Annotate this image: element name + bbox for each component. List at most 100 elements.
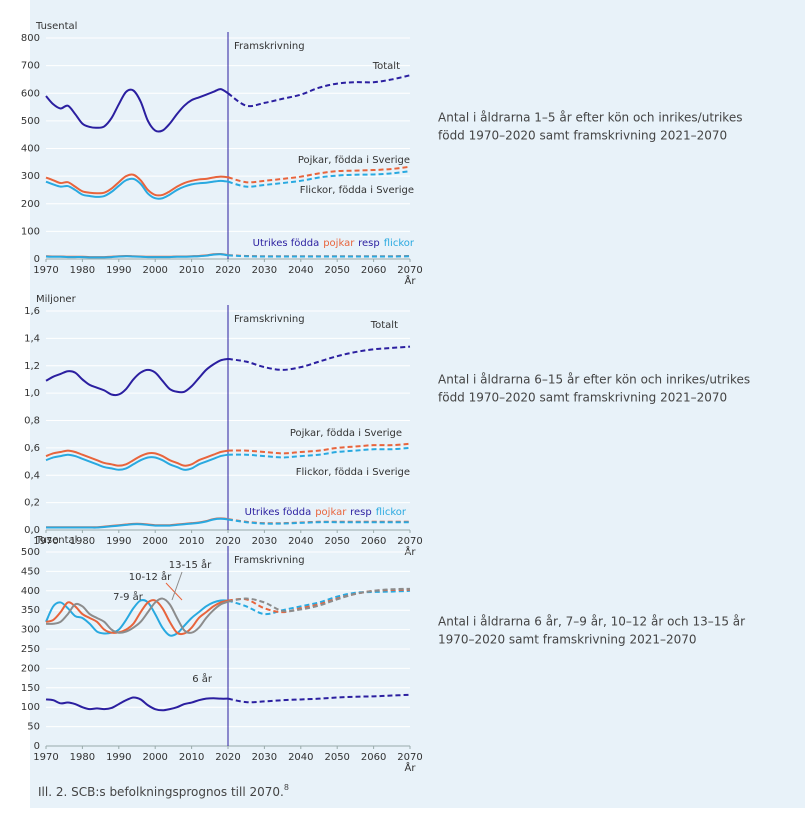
series-label: Pojkar, födda i Sverige	[290, 428, 402, 439]
panel-background	[30, 0, 805, 808]
x-tick-label: 2010	[179, 752, 204, 763]
label-part: flickor	[376, 507, 407, 518]
series-label: Flickor, födda i Sverige	[296, 467, 410, 478]
x-tick-label: 2060	[361, 536, 386, 547]
y-tick-label: 700	[21, 61, 40, 72]
series-line	[45, 449, 229, 467]
x-tick-label: 2040	[288, 752, 313, 763]
caption-text: Ill. 2. SCB:s befolkningsprognos till 20…	[38, 785, 284, 799]
description: född 1970–2020 samt framskrivning 2021–2…	[438, 129, 727, 143]
x-tick-label: 2020	[215, 752, 240, 763]
y-tick-label: 450	[21, 566, 40, 577]
x-tick-label: 2030	[252, 265, 277, 276]
y-tick-label: 1,4	[24, 333, 40, 344]
y-tick-label: 500	[21, 547, 40, 558]
series-line-projection	[227, 589, 411, 616]
x-tick-label: 1980	[70, 752, 95, 763]
x-tick-label: 1970	[33, 536, 58, 547]
x-tick-label: 2000	[142, 536, 167, 547]
series-line-projection	[227, 170, 411, 188]
description: 1970–2020 samt framskrivning 2021–2070	[438, 633, 697, 647]
y-tick-label: 0,0	[24, 525, 40, 536]
series-label: Totalt	[372, 61, 400, 72]
series-line	[45, 597, 229, 634]
caption: Ill. 2. SCB:s befolkningsprognos till 20…	[38, 783, 289, 799]
x-tick-label: 1970	[33, 752, 58, 763]
x-tick-label: 2010	[179, 265, 204, 276]
y-tick-label: 400	[21, 586, 40, 597]
x-tick-label: 2060	[361, 752, 386, 763]
x-tick-label: 2010	[179, 536, 204, 547]
series-line	[45, 357, 229, 397]
series-label: 10-12 år	[129, 570, 172, 583]
y-tick-label: 1,0	[24, 388, 40, 399]
series-label: 13-15 år	[169, 558, 212, 571]
series-label: Flickor, födda i Sverige	[300, 185, 414, 196]
y-tick-label: 250	[21, 644, 40, 655]
y-tick-label: 0	[34, 741, 40, 752]
series-line	[45, 599, 229, 637]
label-part: flickor	[384, 238, 415, 249]
series-line-projection	[227, 518, 410, 525]
x-tick-label: 2000	[142, 265, 167, 276]
series-label: Totalt	[370, 320, 398, 331]
x-tick-label: 1970	[33, 265, 58, 276]
utrikes-label: Utrikes födda pojkar resp flickor	[245, 507, 407, 518]
label-part: Utrikes födda	[245, 507, 312, 518]
y-axis-label: Tusental	[35, 535, 77, 546]
x-tick-label: 1980	[70, 265, 95, 276]
series-line-projection	[227, 446, 411, 459]
label-part: resp	[350, 507, 372, 518]
series-line-projection	[227, 442, 411, 455]
x-tick-label: 2070	[397, 752, 422, 763]
y-tick-label: 150	[21, 683, 40, 694]
series-line-projection	[227, 345, 411, 371]
x-tick-label: 2020	[215, 265, 240, 276]
description: född 1970–2020 samt framskrivning 2021–2…	[438, 391, 727, 405]
series-line-projection	[227, 74, 411, 108]
x-tick-label: 1990	[106, 265, 131, 276]
series-label: 6 år	[192, 672, 213, 685]
projection-label: Framskrivning	[234, 555, 305, 566]
x-tick-label: 1990	[106, 536, 131, 547]
label-part: Utrikes födda	[253, 238, 320, 249]
y-axis-label: Miljoner	[36, 294, 77, 305]
series-line-projection	[227, 693, 411, 704]
y-tick-label: 200	[21, 663, 40, 674]
x-tick-label: 2030	[252, 536, 277, 547]
x-tick-label: 2020	[215, 536, 240, 547]
series-line	[45, 696, 229, 712]
y-tick-label: 0,6	[24, 443, 40, 454]
x-axis-label: År	[405, 545, 417, 558]
series-line-projection	[227, 254, 411, 258]
series-label: Pojkar, födda i Sverige	[298, 155, 410, 166]
projection-label: Framskrivning	[234, 41, 305, 52]
series-line	[45, 173, 229, 197]
y-tick-label: 400	[21, 144, 40, 155]
y-tick-label: 300	[21, 171, 40, 182]
y-tick-label: 800	[21, 33, 40, 44]
x-tick-label: 2050	[324, 536, 349, 547]
label-leader	[165, 582, 183, 601]
x-tick-label: 2070	[397, 265, 422, 276]
description: Antal i åldrarna 6 år, 7–9 år, 10–12 år …	[438, 615, 745, 629]
y-tick-label: 300	[21, 625, 40, 636]
description: Antal i åldrarna 6–15 år efter kön och i…	[438, 373, 750, 387]
label-part: pojkar	[315, 507, 347, 518]
x-tick-label: 2050	[324, 265, 349, 276]
y-tick-label: 0,4	[24, 470, 40, 481]
y-tick-label: 0	[34, 254, 40, 265]
y-axis-label: Tusental	[35, 21, 77, 32]
x-tick-label: 2040	[288, 265, 313, 276]
y-tick-label: 350	[21, 605, 40, 616]
series-line-projection	[227, 587, 411, 613]
y-tick-label: 200	[21, 199, 40, 210]
x-tick-label: 2050	[324, 752, 349, 763]
utrikes-label: Utrikes födda pojkar resp flickor	[253, 238, 415, 249]
series-line-projection	[227, 165, 411, 184]
x-tick-label: 1980	[70, 536, 95, 547]
caption-note: 8	[284, 783, 289, 792]
x-tick-label: 2060	[361, 265, 386, 276]
y-tick-label: 500	[21, 116, 40, 127]
